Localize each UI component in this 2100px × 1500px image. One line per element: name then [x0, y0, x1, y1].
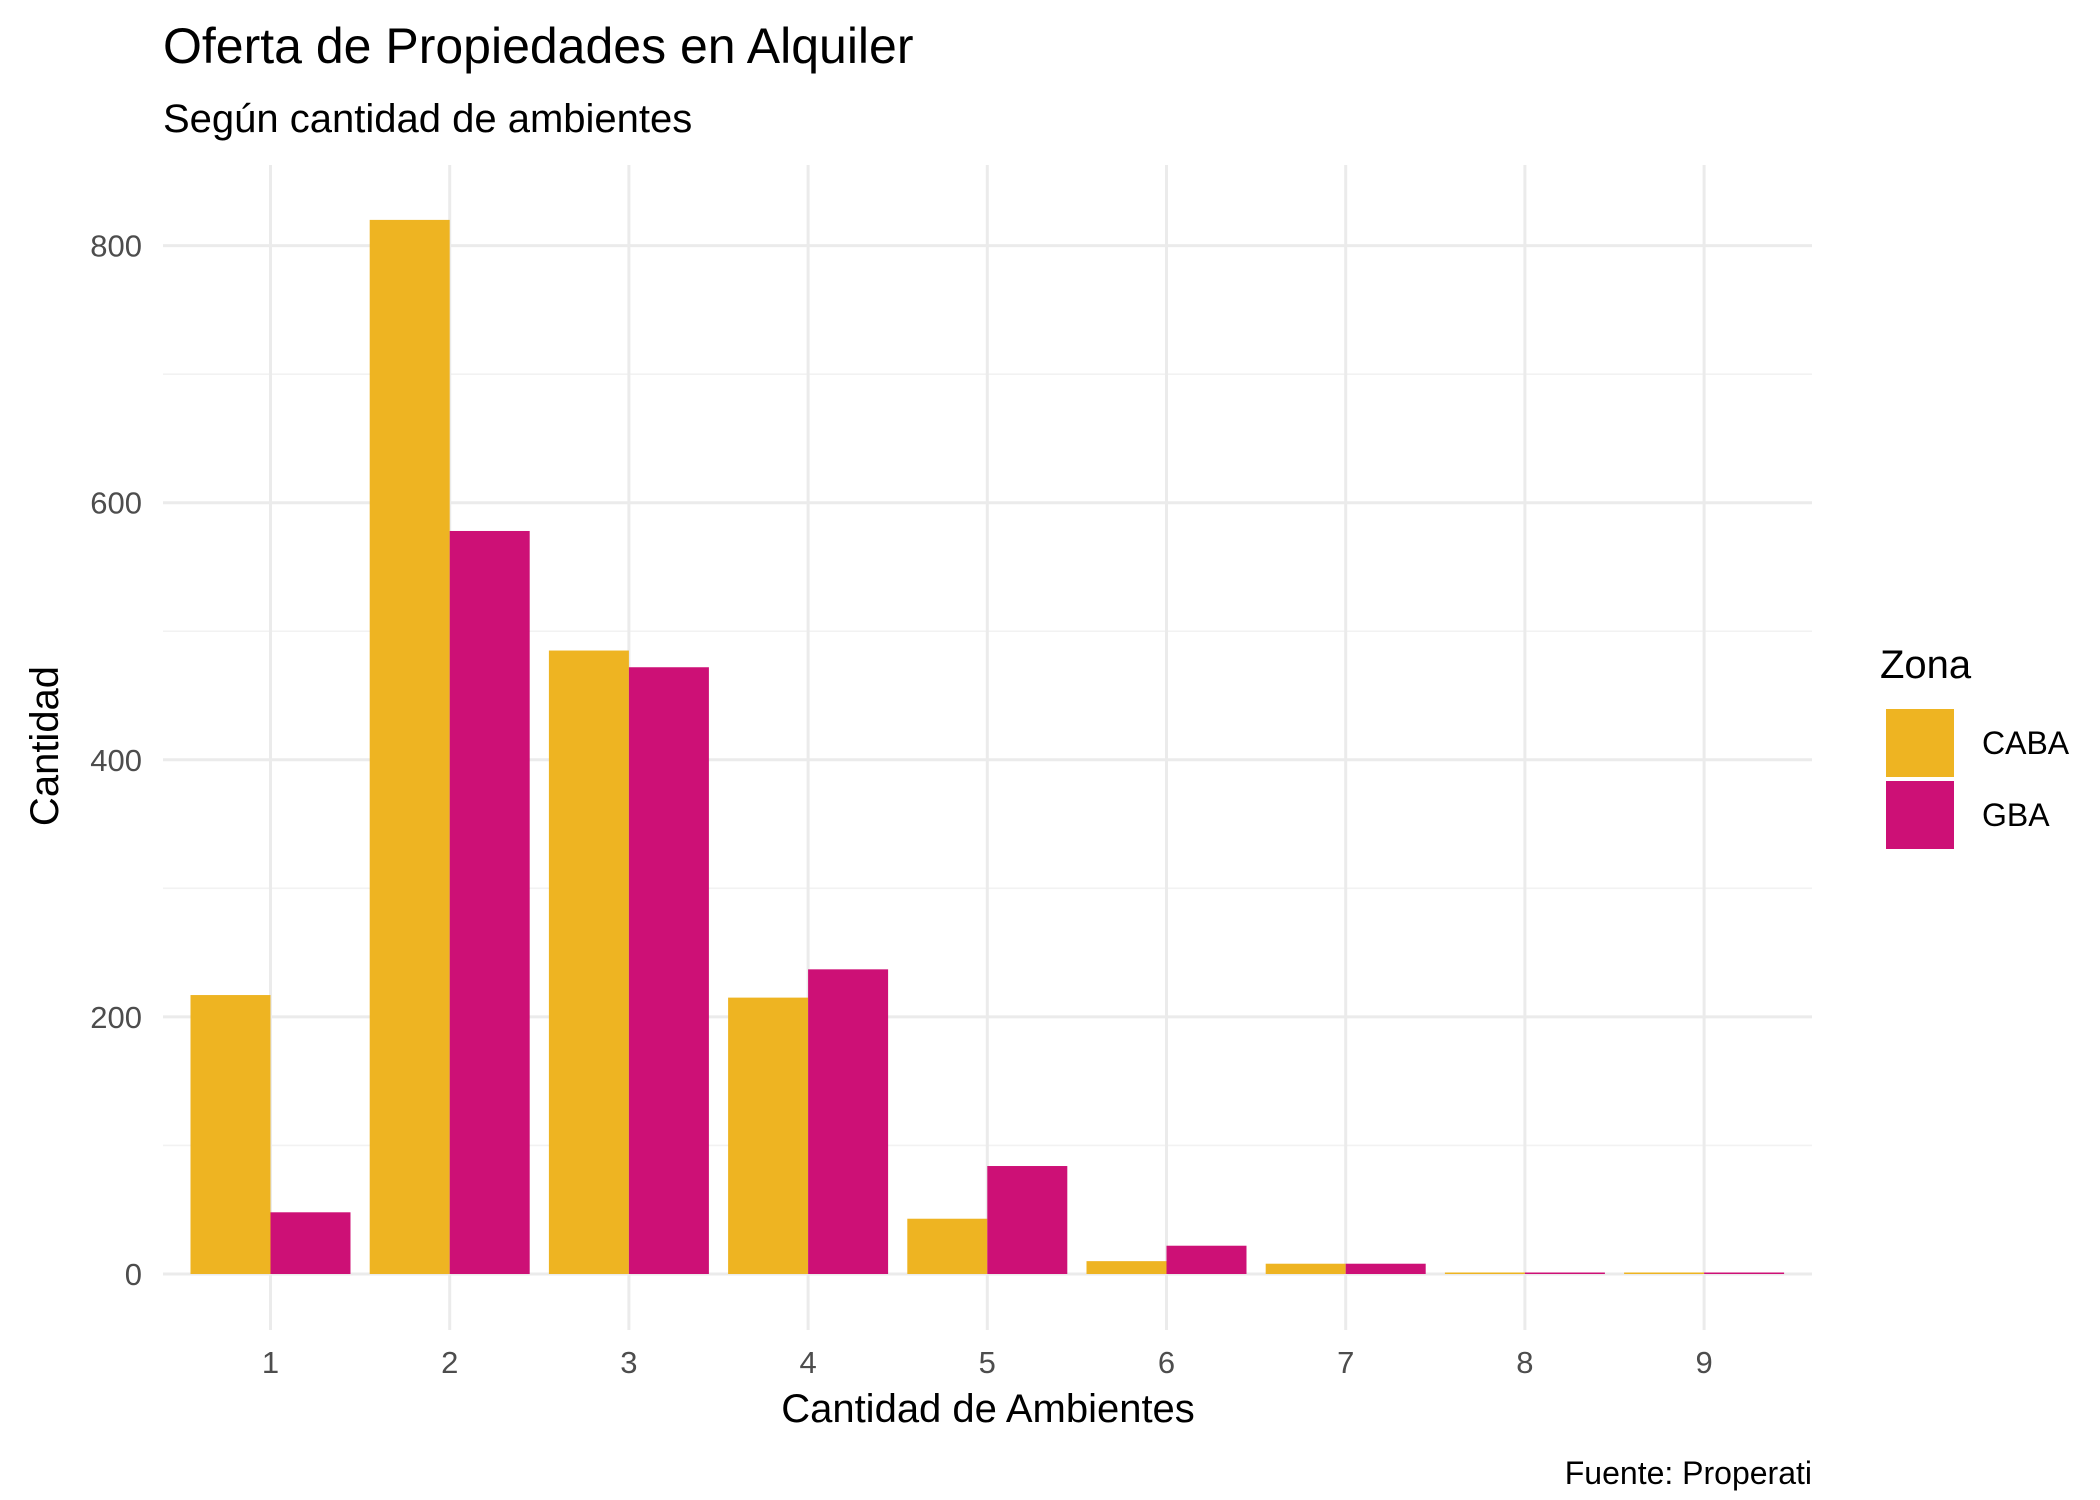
legend-label-gba: GBA: [1982, 797, 2050, 833]
bar-caba-3: [548, 650, 629, 1274]
x-axis-title: Cantidad de Ambientes: [781, 1387, 1195, 1431]
bar-gba-3: [628, 667, 709, 1274]
bar-gba-2: [449, 530, 530, 1274]
bar-caba-6: [1086, 1261, 1167, 1274]
chart-title: Oferta de Propiedades en Alquiler: [163, 18, 914, 74]
bar-caba-7: [1265, 1263, 1346, 1274]
legend-key-gba: [1886, 781, 1954, 849]
y-tick-label: 0: [125, 1257, 142, 1292]
x-tick-label: 8: [1516, 1345, 1533, 1380]
bar-caba-9: [1624, 1272, 1705, 1274]
legend: Zona CABA GBA: [1880, 643, 2070, 849]
bar-caba-4: [728, 997, 809, 1274]
bar-gba-7: [1345, 1263, 1426, 1274]
y-tick-label: 600: [90, 486, 142, 521]
x-tick-label: 3: [620, 1345, 637, 1380]
bar-gba-6: [1166, 1245, 1247, 1274]
chart-caption: Fuente: Properati: [1565, 1455, 1812, 1491]
bar-gba-9: [1704, 1272, 1785, 1274]
bar-gba-5: [987, 1166, 1068, 1274]
bar-caba-2: [369, 219, 450, 1274]
bar-caba-8: [1444, 1272, 1525, 1274]
y-tick-label: 400: [90, 743, 142, 778]
x-tick-label: 4: [799, 1345, 816, 1380]
bar-gba-4: [808, 969, 889, 1274]
x-tick-label: 6: [1158, 1345, 1175, 1380]
y-axis-title: Cantidad: [23, 666, 67, 826]
legend-label-caba: CABA: [1982, 725, 2070, 761]
x-tick-label: 2: [441, 1345, 458, 1380]
x-tick-label: 1: [262, 1345, 279, 1380]
y-tick-label: 200: [90, 1000, 142, 1035]
legend-title: Zona: [1880, 643, 1972, 687]
x-tick-label: 5: [979, 1345, 996, 1380]
bar-gba-8: [1524, 1272, 1605, 1274]
x-tick-label: 7: [1337, 1345, 1354, 1380]
chart-subtitle: Según cantidad de ambientes: [163, 97, 692, 141]
tick-labels: 0 200 400 600 800 1 2 3 4 5 6 7 8 9: [90, 229, 1712, 1380]
bars: [190, 219, 1785, 1274]
bar-caba-5: [907, 1218, 988, 1274]
x-tick-label: 9: [1695, 1345, 1712, 1380]
bar-caba-1: [190, 995, 271, 1274]
bar-gba-1: [270, 1212, 351, 1274]
legend-key-caba: [1886, 709, 1954, 777]
y-tick-label: 800: [90, 229, 142, 264]
